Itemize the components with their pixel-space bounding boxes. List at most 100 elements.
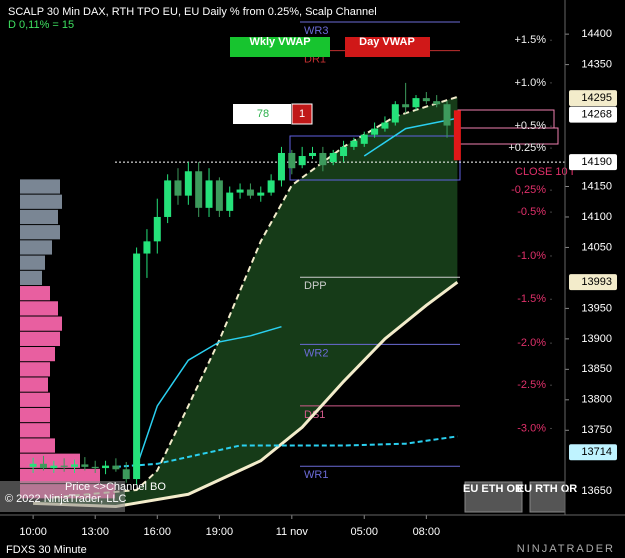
y-tick-label: 14350	[581, 59, 612, 71]
y-tick-label: 13650	[581, 485, 612, 497]
pct-label: -3.0%	[517, 422, 546, 434]
candle-body	[402, 104, 410, 108]
y-tick-label: 13850	[581, 363, 612, 375]
pct-label: +1.0%	[515, 77, 547, 89]
profile-bar	[20, 407, 50, 423]
candle-body	[174, 180, 182, 196]
copyright: © 2022 NinjaTrader, LLC	[5, 493, 126, 505]
counter-value: 78	[257, 108, 269, 120]
candle-body	[340, 146, 348, 157]
candle-body	[153, 216, 161, 242]
profile-bar	[20, 392, 50, 407]
profile-bar	[20, 316, 62, 331]
candle-body	[381, 122, 389, 129]
profile-bar	[20, 286, 50, 301]
candle-body	[391, 104, 399, 123]
profile-bar	[20, 468, 100, 484]
candle-body	[91, 466, 99, 469]
candle-body	[143, 241, 151, 254]
x-tick-label: 05:00	[350, 526, 378, 538]
candle-body	[50, 465, 58, 469]
counter-count: 1	[299, 108, 305, 120]
y-tick-label: 14100	[581, 211, 612, 223]
pct-label: -0,25%	[511, 184, 546, 196]
pct-label: -2.0%	[517, 337, 546, 349]
button-label[interactable]: Day VWAP	[359, 36, 415, 48]
candle-body	[39, 463, 47, 469]
profile-bar	[20, 346, 55, 362]
candle-body	[443, 104, 451, 126]
pct-label: -1.5%	[517, 293, 546, 305]
profile-bar	[20, 270, 42, 286]
counter-count-box	[291, 103, 313, 125]
price-marker	[569, 90, 617, 107]
candle-body	[122, 469, 130, 480]
pivot-label: WR2	[304, 347, 328, 359]
day-vwap-button[interactable]	[345, 37, 430, 57]
candle-body	[102, 465, 110, 469]
candle-body	[112, 465, 120, 470]
button-label[interactable]: EU RTH OR	[517, 483, 578, 495]
price-marker	[569, 154, 617, 171]
candle-body	[60, 465, 68, 467]
y-tick-label: 13950	[581, 302, 612, 314]
y-tick-label: 13900	[581, 333, 612, 345]
candle-body	[298, 156, 306, 166]
profile-bar	[20, 438, 55, 453]
y-tick-label: 14400	[581, 28, 612, 40]
button-label[interactable]: EU ETH OR	[463, 483, 523, 495]
eu-rth-or-button[interactable]	[529, 481, 566, 513]
annotation: Price <>Channel BO	[65, 481, 166, 493]
price-marker-label: 13993	[581, 276, 612, 288]
price-marker	[569, 274, 617, 291]
subtitle: D 0,11% = 15	[8, 19, 74, 31]
pct-label: +0.25%	[508, 142, 546, 154]
vwap-fill	[33, 96, 458, 507]
last-bar	[453, 110, 461, 161]
close-label: CLOSE 10 I	[515, 166, 574, 178]
wkly-vwap-button[interactable]	[230, 37, 330, 57]
candle-body	[267, 180, 275, 193]
indicator-line	[33, 280, 459, 508]
pivot-label: DPP	[304, 280, 327, 292]
candle-body	[277, 152, 285, 181]
candle-body	[215, 180, 223, 211]
profile-bar	[20, 377, 48, 392]
candle-body	[164, 180, 172, 217]
candle-body	[29, 463, 37, 467]
x-tick-label: 16:00	[144, 526, 172, 538]
profile-bar	[20, 240, 52, 255]
candle-body	[205, 180, 213, 208]
pivot-label: WR1	[304, 469, 328, 481]
price-marker	[569, 106, 617, 123]
candle-body	[360, 134, 368, 144]
profile-bar	[20, 453, 80, 468]
chart-title: SCALP 30 Min DAX, RTH TPO EU, EU Daily %…	[8, 6, 377, 18]
y-tick-label: 14050	[581, 241, 612, 253]
candle-body	[329, 152, 337, 163]
price-marker-label: 13714	[581, 446, 612, 458]
candle-body	[309, 152, 317, 157]
x-tick-label: 13:00	[81, 526, 109, 538]
indicator-line	[53, 95, 458, 499]
candle-body	[371, 128, 379, 135]
candle-body	[246, 189, 254, 196]
profile-bar	[20, 225, 60, 240]
pivot-label: WR3	[304, 25, 328, 37]
button-label[interactable]: Wkly VWAP	[249, 36, 310, 48]
candle-body	[195, 171, 203, 208]
candle-body	[133, 253, 141, 480]
profile-bar	[20, 255, 45, 270]
pct-label: -0.5%	[517, 206, 546, 218]
candle-body	[236, 189, 244, 193]
candle-body	[288, 152, 296, 169]
candle-body	[433, 101, 441, 105]
price-marker-label: 14295	[581, 92, 612, 104]
profile-bar	[20, 362, 50, 377]
y-tick-label: 13800	[581, 394, 612, 406]
logo: NINJATRADER	[517, 543, 615, 555]
x-tick-label: 08:00	[413, 526, 441, 538]
candle-body	[412, 98, 420, 108]
eu-eth-or-button[interactable]	[464, 481, 523, 513]
